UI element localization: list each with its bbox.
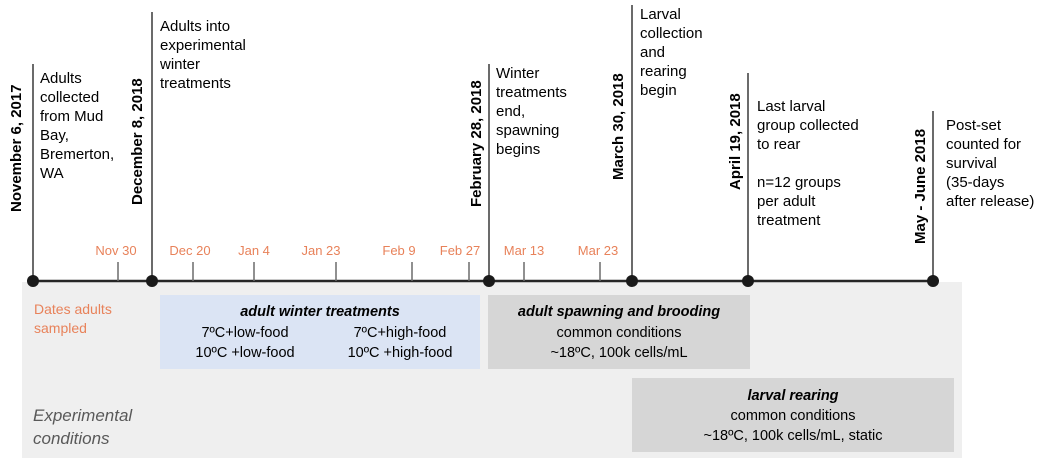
event-date-1: December 8, 2018 (129, 78, 146, 205)
larval-line-1: common conditions (730, 408, 856, 424)
event-date-5: May - June 2018 (912, 128, 929, 244)
event-annotation-2: Winter treatments end, spawning begins (496, 65, 567, 158)
winter-treatments-title: adult winter treatments (240, 304, 400, 320)
event-marker-1 (146, 275, 158, 287)
sample-date-label-0: Nov 30 (95, 243, 137, 258)
sample-date-label-3: Jan 23 (301, 243, 341, 258)
event-marker-0 (27, 275, 39, 287)
spawning-line-2: ~18ºC, 100k cells/mL (550, 345, 688, 361)
event-date-0: November 6, 2017 (8, 84, 25, 212)
dates-sampled-label: Dates adults sampled (34, 301, 112, 336)
winter-treatments-box: adult winter treatments 7ºC+low-food 10º… (160, 295, 480, 369)
larval-rearing-box: larval rearing common conditions ~18ºC, … (632, 378, 954, 452)
event-date-2: February 28, 2018 (468, 80, 485, 207)
winter-treatment-10c-low: 10ºC +low-food (195, 345, 295, 361)
experimental-conditions-label: Experimental conditions (33, 406, 133, 448)
sample-date-label-7: Mar 23 (577, 243, 619, 258)
event-annotation-5: Post-set counted for survival (35-days a… (946, 117, 1035, 210)
winter-treatment-10c-high: 10ºC +high-food (347, 345, 453, 361)
event-marker-2 (483, 275, 495, 287)
event-marker-5 (927, 275, 939, 287)
sample-date-label-2: Jan 4 (238, 243, 270, 258)
sample-date-label-4: Feb 9 (382, 243, 416, 258)
larval-rearing-title: larval rearing (747, 388, 839, 404)
event-date-4: April 19, 2018 (727, 93, 744, 190)
spawning-line-1: common conditions (556, 325, 682, 341)
event-annotation-4: Last larval group collected to rear n=12… (757, 98, 859, 229)
event-marker-3 (626, 275, 638, 287)
spawning-title: adult spawning and brooding (517, 304, 721, 320)
event-annotation-1: Adults into experimental winter treatmen… (160, 18, 246, 92)
spawning-box: adult spawning and brooding common condi… (488, 295, 750, 369)
event-marker-4 (742, 275, 754, 287)
sample-date-label-1: Dec 20 (169, 243, 211, 258)
event-annotation-3: Larval collection and rearing begin (640, 6, 703, 99)
larval-line-2: ~18ºC, 100k cells/mL, static (703, 428, 883, 444)
event-date-3: March 30, 2018 (610, 73, 627, 180)
sample-date-label-5: Feb 27 (439, 243, 481, 258)
winter-treatment-7c-high: 7ºC+high-food (353, 325, 447, 341)
sample-date-label-6: Mar 13 (503, 243, 545, 258)
event-annotation-0: Adults collected from Mud Bay, Bremerton… (40, 70, 115, 182)
winter-treatment-7c-low: 7ºC+low-food (201, 325, 289, 341)
